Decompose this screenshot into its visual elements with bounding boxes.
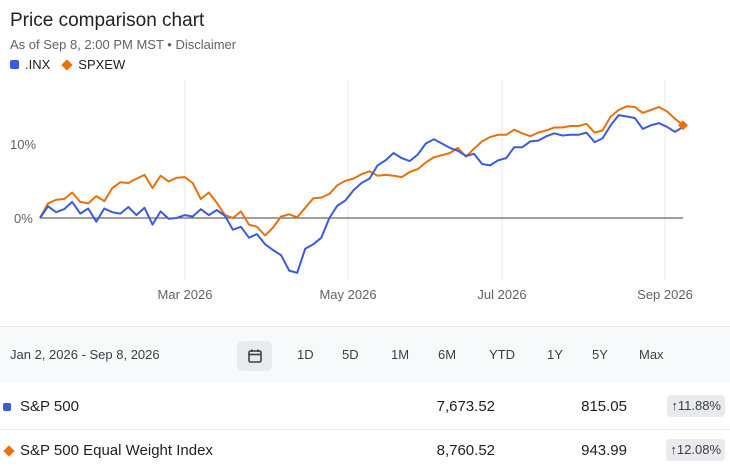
as-of-subtitle: As of Sep 8, 2:00 PM MST • Disclaimer [10,37,237,52]
series-end-marker-spxew [678,120,688,131]
x-tick-label-sep: Sep 2026 [637,287,693,302]
diamond-icon [3,445,15,457]
row-change-badge: ↑12.08% [666,439,725,461]
price-comparison-chart[interactable]: 10% 0% Mar 2026 May 2026 Jul 2026 Sep 20… [0,80,730,326]
calendar-icon [247,349,262,363]
comparison-row-sp500[interactable]: S&P 500 7,673.52 815.05 ↑11.88% [0,385,730,429]
row-divider [0,429,730,430]
square-icon [3,403,11,411]
x-tick-label-jul: Jul 2026 [477,287,526,302]
row-change-percent: 11.88% [677,398,721,413]
period-max[interactable]: Max [639,347,664,362]
row-change-badge: ↑11.88% [667,395,725,417]
period-1y[interactable]: 1Y [547,347,563,362]
legend-label-inx: .INX [25,57,51,72]
period-6m[interactable]: 6M [438,347,457,362]
calendar-button[interactable] [237,341,272,371]
range-controls: Jan 2, 2026 - Sep 8, 2026 1D 5D 1M 6M YT… [0,326,730,383]
arrow-up-icon: ↑ [670,442,677,457]
row-change-amount: 943.99 [581,442,627,459]
period-5y[interactable]: 5Y [592,347,608,362]
row-name: S&P 500 [20,398,79,415]
row-price: 8,760.52 [436,442,495,459]
y-tick-label-10: 10% [10,137,36,152]
series-line-spxew [39,105,684,237]
period-1d[interactable]: 1D [297,347,314,362]
series-line-inx [39,114,684,274]
x-tick-label-mar: Mar 2026 [158,287,213,302]
diamond-icon [61,58,73,71]
page-title: Price comparison chart [10,10,205,31]
x-tick-label-may: May 2026 [319,287,376,302]
arrow-up-icon: ↑ [671,398,678,413]
square-icon [10,60,19,69]
row-name: S&P 500 Equal Weight Index [20,442,213,459]
row-change-percent: 12.08% [676,442,721,457]
period-5d[interactable]: 5D [342,347,359,362]
row-change-amount: 815.05 [581,398,627,415]
date-range-label: Jan 2, 2026 - Sep 8, 2026 [10,347,160,362]
legend-item-spxew[interactable]: SPXEW [61,57,126,72]
comparison-row-sp500-equal-weight[interactable]: S&P 500 Equal Weight Index 8,760.52 943.… [0,429,730,473]
y-tick-label-0: 0% [14,211,33,226]
row-price: 7,673.52 [436,398,495,415]
period-ytd[interactable]: YTD [489,347,515,362]
legend-label-spxew: SPXEW [78,57,126,72]
legend-item-inx[interactable]: .INX [10,57,50,72]
period-1m[interactable]: 1M [391,347,410,362]
chart-legend: .INX SPXEW [10,57,137,72]
